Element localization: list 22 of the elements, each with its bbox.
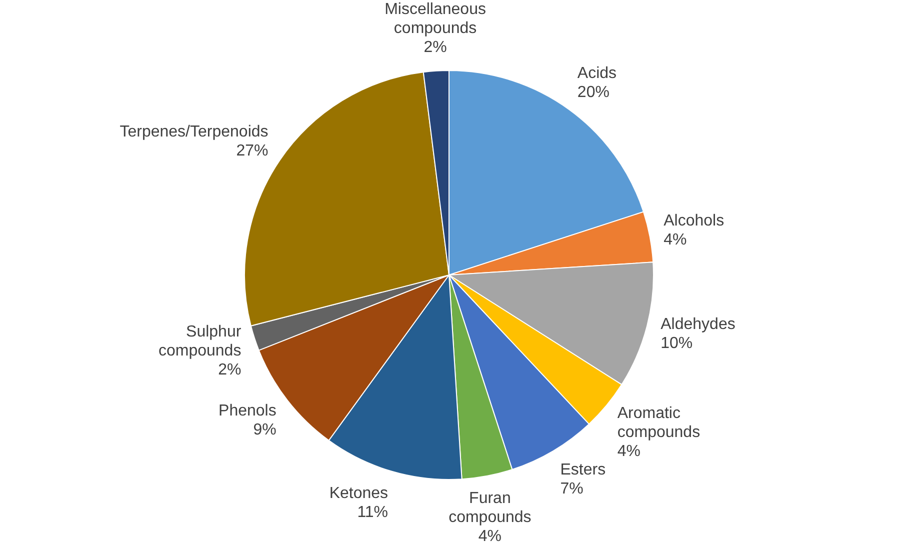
data-label: 2%	[218, 362, 242, 379]
slice-label: Acids	[577, 64, 617, 82]
data-label: 10%	[660, 334, 693, 352]
data-label: 4%	[478, 528, 502, 546]
data-label: 11%	[357, 504, 388, 521]
data-label: 2%	[424, 38, 447, 56]
data-label: 4%	[664, 231, 687, 248]
slice-label: Aromatic compounds	[617, 404, 700, 441]
slice-label: Alcohols	[664, 212, 724, 230]
slice-label: Terpenes/Terpenoids	[120, 123, 268, 140]
data-label: 20%	[577, 84, 610, 101]
slice-label: Esters	[560, 461, 606, 478]
slice-label: Ketones	[329, 484, 388, 502]
slice-label: Furan compounds	[448, 490, 532, 526]
slice-label: Sulphur compounds	[158, 324, 242, 360]
slice-label: Phenols	[218, 402, 276, 420]
data-label: 4%	[617, 442, 640, 460]
slice-label: Miscellaneous compounds	[384, 0, 486, 37]
data-label: 9%	[253, 421, 276, 438]
data-label: 27%	[236, 142, 268, 160]
data-label: 7%	[560, 480, 584, 498]
slice-label: Aldehydes	[660, 316, 736, 333]
